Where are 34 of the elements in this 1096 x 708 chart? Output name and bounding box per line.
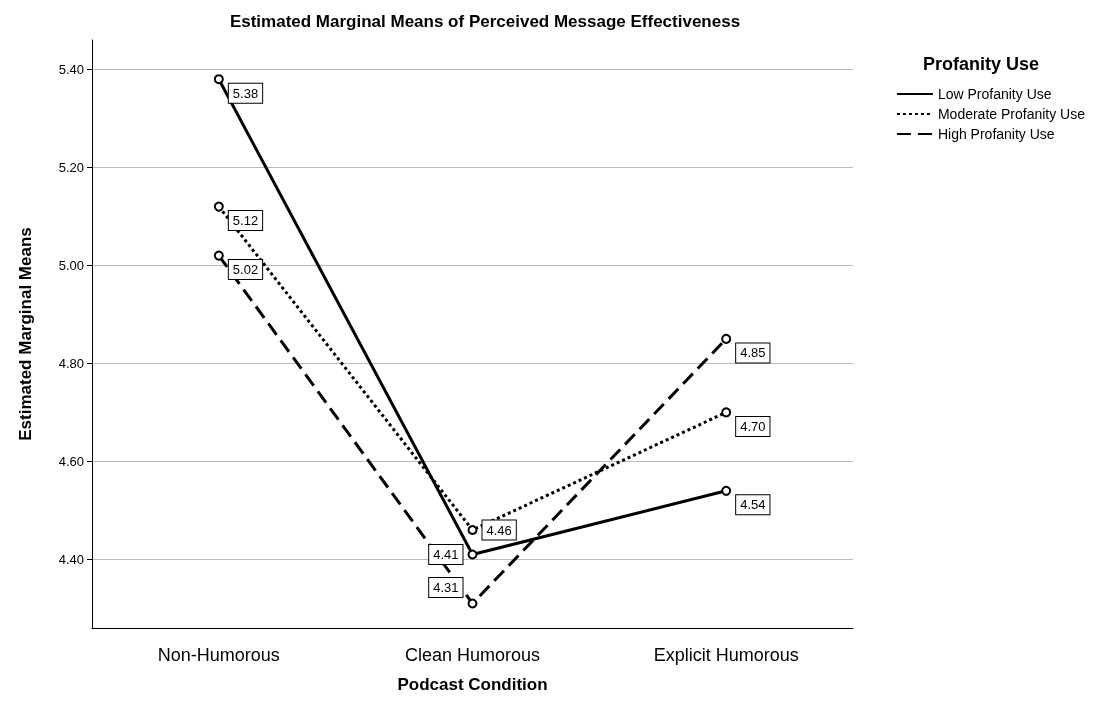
point — [721, 407, 732, 418]
point — [213, 74, 224, 85]
point — [721, 485, 732, 496]
data-label: 4.54 — [740, 497, 766, 513]
data-label: 5.12 — [232, 213, 259, 229]
y-tick-label: 4.40 — [58, 551, 84, 567]
legend-label: Low Profanity Use — [937, 86, 1052, 102]
point — [467, 598, 478, 609]
point — [467, 549, 478, 560]
data-label: 5.02 — [232, 262, 259, 278]
y-tick-label: 4.80 — [58, 355, 84, 371]
legend-title: Profanity Use — [922, 54, 1040, 74]
x-tick-label: Explicit Humorous — [653, 645, 799, 665]
legend-label: High Profanity Use — [937, 126, 1055, 142]
data-label: 4.41 — [433, 547, 459, 562]
data-label: 4.85 — [740, 345, 766, 361]
point — [467, 525, 478, 535]
legend-label: Moderate Profanity Use — [937, 106, 1086, 122]
point — [213, 201, 224, 212]
y-tick-label: 4.60 — [58, 453, 84, 469]
y-tick-label: 5.00 — [58, 257, 84, 273]
x-tick-label: Clean Humorous — [404, 645, 541, 665]
data-label: 4.46 — [486, 522, 512, 538]
y-tick-label: 5.20 — [58, 159, 84, 175]
point — [721, 333, 732, 344]
chart-title: Estimated Marginal Means of Perceived Message Effectiveness — [229, 12, 741, 31]
y-tick-label: 5.40 — [58, 61, 84, 77]
x-tick-label: Non-Humorous — [157, 645, 280, 665]
y-axis-title: Estimated Marginal Means — [16, 227, 35, 441]
data-label: 5.38 — [232, 85, 259, 101]
data-label: 4.70 — [740, 418, 766, 434]
data-label: 4.31 — [433, 580, 459, 595]
x-axis-title: Podcast Condition — [397, 675, 548, 694]
point — [213, 250, 224, 261]
